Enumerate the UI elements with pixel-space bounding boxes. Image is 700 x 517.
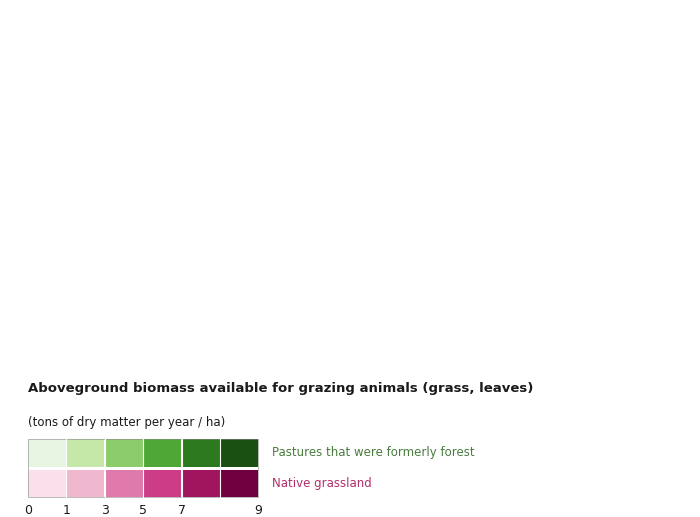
Bar <box>28 439 258 497</box>
Text: 5: 5 <box>139 505 148 517</box>
Bar <box>182 469 220 497</box>
Text: Aboveground biomass available for grazing animals (grass, leaves): Aboveground biomass available for grazin… <box>28 382 533 394</box>
Bar <box>28 439 66 467</box>
Bar <box>144 469 181 497</box>
Bar <box>220 439 258 467</box>
Bar <box>66 469 104 497</box>
Text: (tons of dry matter per year / ha): (tons of dry matter per year / ha) <box>28 417 225 430</box>
Text: Pastures that were formerly forest: Pastures that were formerly forest <box>272 446 475 459</box>
Text: 3: 3 <box>101 505 109 517</box>
Bar <box>28 469 66 497</box>
Text: Native grassland: Native grassland <box>272 477 372 490</box>
Bar <box>105 469 143 497</box>
Text: 1: 1 <box>62 505 71 517</box>
Bar <box>105 439 143 467</box>
Text: 9: 9 <box>254 505 262 517</box>
Text: 7: 7 <box>178 505 186 517</box>
Text: 0: 0 <box>24 505 32 517</box>
Bar <box>182 439 220 467</box>
Bar <box>144 439 181 467</box>
Bar <box>220 469 258 497</box>
Bar <box>66 439 104 467</box>
